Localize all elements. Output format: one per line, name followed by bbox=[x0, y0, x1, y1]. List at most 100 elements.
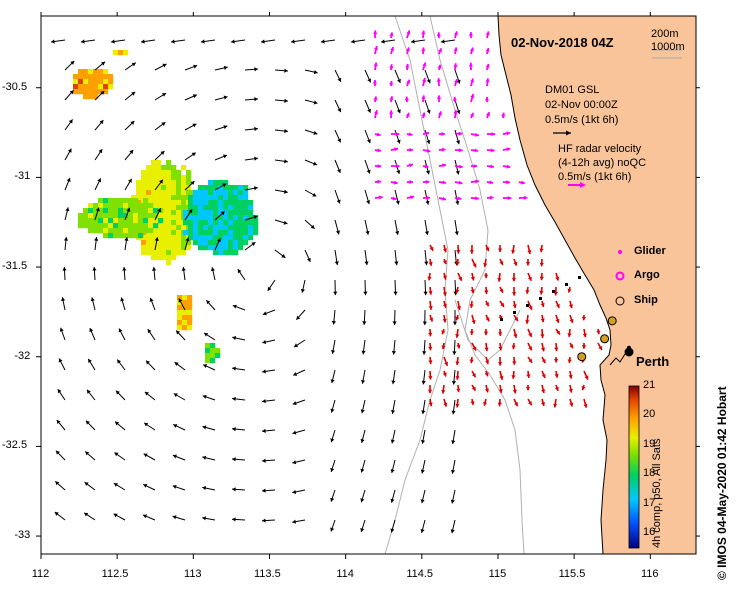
model-vector bbox=[120, 297, 126, 311]
glider-vector bbox=[470, 398, 475, 406]
glider-name: DM01 GSL bbox=[545, 84, 600, 96]
colorbar-tick-label: 20 bbox=[643, 408, 656, 421]
model-vector bbox=[94, 178, 102, 191]
model-vector bbox=[331, 339, 336, 354]
model-vector bbox=[364, 69, 372, 83]
model-vector bbox=[84, 451, 96, 461]
model-vector bbox=[124, 178, 133, 191]
glider-vector bbox=[525, 258, 531, 266]
model-vector bbox=[304, 189, 317, 197]
glider-vector bbox=[456, 244, 461, 254]
glider-vector bbox=[427, 384, 433, 394]
radar-vector bbox=[486, 164, 495, 169]
radar-vector bbox=[486, 132, 496, 137]
model-vector bbox=[390, 459, 396, 474]
radar-vector bbox=[454, 148, 463, 153]
glider-vector bbox=[428, 286, 433, 295]
model-vector bbox=[424, 219, 430, 236]
model-vector bbox=[330, 429, 336, 443]
radar-vector bbox=[502, 147, 511, 152]
glider-vector bbox=[513, 258, 518, 266]
glider-vector bbox=[428, 342, 433, 351]
radar-vector bbox=[374, 164, 382, 169]
x-tick-label: 113 bbox=[184, 568, 202, 580]
model-vector bbox=[364, 99, 371, 113]
glider-vector bbox=[539, 272, 544, 281]
model-vector bbox=[304, 69, 318, 75]
x-tick-label: 115 bbox=[488, 568, 507, 580]
model-vector bbox=[63, 237, 69, 251]
glider-vector bbox=[555, 314, 560, 324]
model-vector bbox=[440, 39, 456, 44]
model-vector bbox=[454, 219, 459, 236]
radar-vector bbox=[389, 64, 394, 71]
glider-vector bbox=[442, 370, 447, 377]
model-current-vectors bbox=[50, 39, 461, 534]
radar-vector bbox=[406, 132, 413, 137]
radar-vector bbox=[454, 164, 463, 169]
model-vector bbox=[334, 249, 339, 266]
model-vector bbox=[214, 210, 225, 221]
depth-legend-1000m: 1000m bbox=[651, 41, 685, 53]
model-vector bbox=[232, 335, 246, 341]
radar-vector bbox=[501, 112, 506, 119]
glider-vector bbox=[442, 244, 448, 253]
radar-vector bbox=[485, 63, 490, 71]
model-vector bbox=[154, 208, 162, 221]
model-vector bbox=[454, 129, 461, 145]
radar-vector bbox=[454, 196, 462, 201]
x-tick-label: 116 bbox=[641, 568, 659, 580]
model-vector bbox=[172, 515, 186, 521]
x-tick-label: 112 bbox=[31, 568, 50, 580]
model-vector bbox=[360, 519, 366, 533]
model-vector bbox=[202, 425, 216, 431]
radar-vector bbox=[470, 196, 479, 201]
glider-vector bbox=[483, 258, 488, 267]
model-vector bbox=[394, 69, 401, 84]
glider-vector bbox=[428, 258, 433, 266]
model-vector bbox=[422, 309, 427, 326]
glider-vector bbox=[555, 300, 560, 309]
model-vector bbox=[304, 99, 318, 105]
model-vector bbox=[94, 90, 105, 101]
axis-ticks bbox=[36, 12, 700, 559]
model-vector bbox=[390, 519, 396, 533]
radar-vector bbox=[422, 179, 430, 185]
x-tick-label: 114 bbox=[336, 568, 354, 580]
model-vector bbox=[334, 69, 342, 83]
model-vector bbox=[244, 186, 258, 191]
radar-vector bbox=[436, 32, 441, 39]
glider-vector bbox=[429, 314, 434, 322]
radar-vector bbox=[470, 179, 480, 184]
glider-vector bbox=[581, 314, 587, 321]
radar-vector bbox=[405, 47, 410, 55]
glider-vector bbox=[539, 286, 544, 295]
glider-vector bbox=[443, 356, 449, 367]
model-vector bbox=[391, 339, 397, 355]
model-vector bbox=[394, 189, 400, 205]
radar-vector bbox=[406, 163, 414, 168]
glider-vector bbox=[567, 356, 572, 364]
model-vector bbox=[424, 99, 431, 114]
model-vector bbox=[261, 488, 276, 493]
model-vector bbox=[360, 429, 366, 443]
model-vector bbox=[452, 339, 457, 355]
model-vector bbox=[181, 267, 186, 281]
model-vector bbox=[116, 359, 126, 371]
radar-vector bbox=[390, 131, 400, 137]
model-vector bbox=[334, 129, 342, 143]
glider-vector bbox=[498, 356, 503, 366]
model-vector bbox=[450, 459, 456, 474]
radar-vector bbox=[486, 195, 494, 200]
map-title: 02-Nov-2018 04Z bbox=[511, 35, 614, 50]
glider-track-point bbox=[539, 297, 542, 300]
ship-position bbox=[577, 352, 587, 362]
model-vector bbox=[214, 65, 228, 71]
model-vector bbox=[364, 129, 371, 144]
model-vector bbox=[295, 309, 306, 321]
model-vector bbox=[274, 128, 288, 134]
radar-vector bbox=[374, 148, 382, 153]
radar-scale-arrowhead bbox=[580, 182, 586, 188]
model-vector bbox=[362, 309, 367, 325]
depth-legend-200m: 200m bbox=[651, 28, 679, 40]
